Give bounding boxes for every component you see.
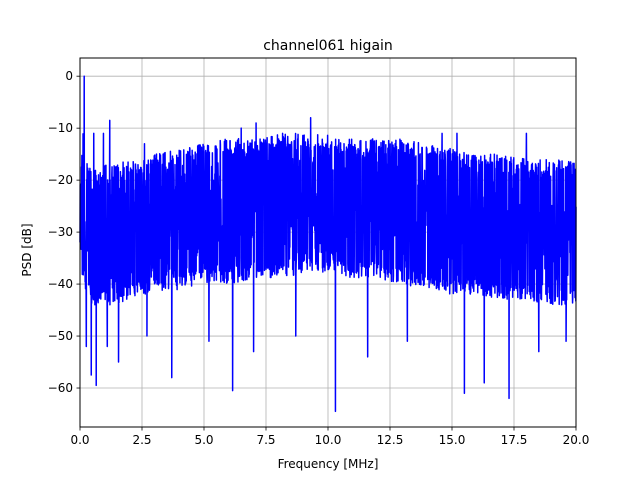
y-tick-label: 0 [65, 69, 73, 83]
tick-layer: 0.0 2.5 5.0 7.5 10.0 12.5 15.0 17.5 20.0 0 −10 −20 −… [48, 69, 590, 447]
y-tick-label: −10 [48, 121, 73, 135]
x-tick-label: 12.5 [377, 433, 404, 447]
y-tick-label: −30 [48, 225, 73, 239]
x-tick-label: 20.0 [563, 433, 590, 447]
x-tick-label: 7.5 [256, 433, 275, 447]
y-tick-label: −40 [48, 277, 73, 291]
chart-title: channel061 higain [263, 38, 393, 54]
x-tick-label: 15.0 [439, 433, 466, 447]
x-tick-label: 0.0 [70, 433, 89, 447]
x-tick-label: 2.5 [132, 433, 151, 447]
plot-area [79, 75, 577, 413]
y-tick-label: −20 [48, 173, 73, 187]
x-tick-label: 5.0 [194, 433, 213, 447]
x-tick-label: 10.0 [315, 433, 342, 447]
y-axis-label: PSD [dB] [20, 223, 34, 276]
x-tick-label: 17.5 [501, 433, 528, 447]
x-axis-label: Frequency [MHz] [278, 457, 379, 471]
y-tick-label: −60 [48, 381, 73, 395]
y-tick-label: −50 [48, 329, 73, 343]
psd-series-line [79, 75, 577, 413]
